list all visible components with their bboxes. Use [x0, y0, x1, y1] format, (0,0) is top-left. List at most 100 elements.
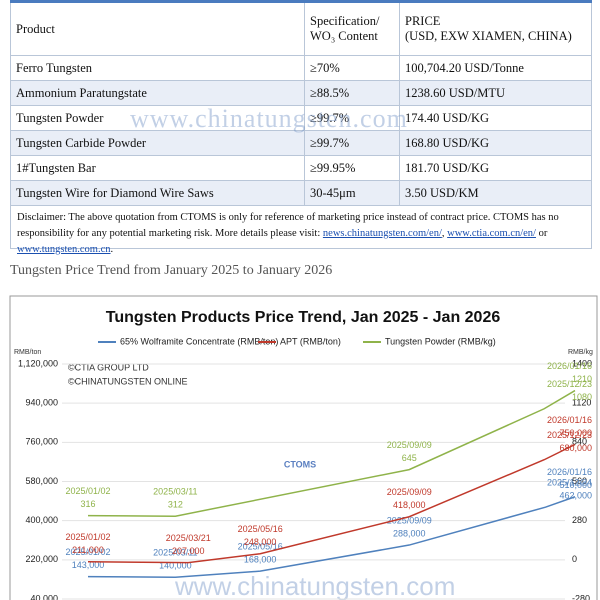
point-value: 143,000	[72, 560, 105, 570]
y-tick-label: 940,000	[25, 398, 58, 408]
point-value: 288,000	[393, 528, 426, 538]
point-value: 510,000	[559, 480, 592, 490]
point-value: 418,000	[393, 500, 426, 510]
disclaimer-text: Disclaimer: The above quotation from CTO…	[17, 212, 559, 239]
header-text: WO₃ Content	[310, 29, 378, 43]
legend-label: Tungsten Powder (RMB/kg)	[385, 336, 496, 346]
point-date: 2025/09/09	[387, 440, 432, 450]
chart-title: Tungsten Products Price Trend, Jan 2025 …	[106, 309, 501, 326]
series-line	[87, 389, 576, 517]
table-row: 1#Tungsten Bar ≥99.95% 181.70 USD/KG	[10, 156, 592, 181]
y-tick-label: 1,120,000	[18, 358, 58, 368]
y-tick-label: 580,000	[25, 476, 58, 486]
separator: or	[538, 228, 548, 239]
point-date: 2025/03/21	[166, 533, 211, 543]
point-value: 645	[402, 453, 417, 463]
table-cell: 168.80 USD/KG	[400, 131, 592, 155]
point-value: 207,000	[172, 546, 205, 556]
table-row: Tungsten Wire for Diamond Wire Saws 30-45…	[10, 181, 592, 206]
table-cell: ≥88.5%	[305, 81, 400, 105]
table-row: Tungsten Carbide Powder ≥99.7% 168.80 USD/…	[10, 131, 592, 156]
point-value: 211,000	[72, 545, 104, 555]
y2-tick-label: 280	[572, 515, 587, 525]
chart: Tungsten Products Price Trend, Jan 2025 …	[9, 295, 598, 600]
price-table: Product Specification/WO₃ Content PRICE(…	[10, 0, 592, 255]
series-line	[87, 443, 576, 564]
point-date: 2025/05/16	[238, 542, 283, 552]
table-cell: Tungsten Carbide Powder	[10, 131, 305, 155]
y2-tick-label: 560	[572, 476, 587, 486]
table-row: Ammonium Paratungstate ≥88.5% 1238.60 USD/…	[10, 81, 592, 106]
table-cell: 30-45μm	[305, 181, 400, 205]
point-date: 2025/01/02	[65, 486, 110, 496]
point-date: 2026/01/16	[547, 467, 592, 477]
header-row: Product Specification/WO₃ Content PRICE(…	[10, 3, 592, 56]
table-cell: 174.40 USD/KG	[400, 106, 592, 130]
table-body: Ferro Tungsten ≥70% 100,704.20 USD/Tonne Am…	[10, 56, 592, 206]
point-value: 168,000	[244, 555, 277, 565]
point-date: 2025/01/02	[65, 547, 110, 557]
point-date: 2025/09/09	[387, 487, 432, 497]
y2-unit: RMB/kg	[568, 349, 593, 356]
point-date: 2025/01/02	[65, 532, 110, 542]
point-value: 312	[168, 500, 183, 510]
table-row: Ferro Tungsten ≥70% 100,704.20 USD/Tonne	[10, 56, 592, 81]
y2-tick-label: 1120	[572, 398, 591, 408]
logo: CTOMS	[284, 459, 316, 469]
y2-tick-label: 840	[572, 437, 587, 447]
legend-label: APT (RMB/ton)	[280, 336, 341, 346]
credit: ©CTIA GROUP LTD	[68, 362, 149, 372]
point-value: 1080	[572, 392, 592, 402]
header-cell: Product	[10, 3, 305, 55]
point-value: 140,000	[159, 561, 192, 571]
header-cell: Specification/WO₃ Content	[305, 3, 400, 55]
y-tick-label: 760,000	[25, 437, 58, 447]
point-date: 2025/03/11	[153, 548, 197, 558]
legend-label: 65% Wolframite Concentrate (RMB/ton)	[120, 336, 278, 346]
point-date: 2025/09/09	[387, 515, 432, 525]
header-text: Product	[16, 21, 55, 36]
table-cell: Ferro Tungsten	[10, 56, 305, 80]
table-cell: 1#Tungsten Bar	[10, 156, 305, 180]
credit: ©CHINATUNGSTEN ONLINE	[68, 376, 187, 386]
point-value: 680,000	[559, 443, 592, 453]
separator: .	[110, 244, 114, 255]
disclaimer: Disclaimer: The above quotation from CTO…	[10, 206, 592, 255]
point-date: 2026/01/16	[547, 415, 592, 425]
point-date: 2025/05/16	[238, 524, 283, 534]
header-text: (USD, EXW XIAMEN, CHINA)	[405, 29, 572, 43]
table-cell: ≥99.7%	[305, 131, 400, 155]
table-cell: 100,704.20 USD/Tonne	[400, 56, 592, 80]
point-value: 248,000	[244, 537, 277, 547]
point-date: 2025/12/23	[547, 430, 592, 440]
y-tick-label: 220,000	[25, 554, 58, 564]
y-tick-label: 40,000	[30, 593, 58, 600]
y-unit: RMB/ton	[14, 349, 41, 356]
table-cell: Ammonium Paratungstate	[10, 81, 305, 105]
watermark: www.chinatungsten.com	[174, 571, 455, 600]
table-cell: ≥99.95%	[305, 156, 400, 180]
point-value: 750,000	[559, 428, 592, 438]
link[interactable]: www.tungsten.com.cn	[17, 244, 111, 255]
table-cell: 3.50 USD/KM	[400, 181, 592, 205]
point-date: 2025/12/23	[547, 379, 592, 389]
point-date: 2025/12/24	[547, 478, 592, 488]
table-cell: ≥70%	[305, 56, 400, 80]
table-row: Tungsten Powder ≥99.7% 174.40 USD/KG	[10, 106, 592, 131]
point-value: 1210	[572, 374, 592, 384]
y2-tick-label: -280	[572, 593, 590, 600]
point-date: 2025/03/11	[153, 487, 197, 497]
chart-frame	[9, 295, 598, 600]
y2-tick-label: 0	[572, 554, 577, 564]
series-line	[87, 496, 576, 578]
header-cell: PRICE (USD, EXW XIAMEN, CHINA)	[400, 3, 592, 55]
separator: ,	[441, 228, 445, 239]
table-cell: Tungsten Wire for Diamond Wire Saws	[10, 181, 305, 205]
table-cell: Tungsten Powder	[10, 106, 305, 130]
link[interactable]: www.ctia.com.cn/en/	[447, 228, 536, 239]
watermark: www.chinatungsten.com	[130, 104, 408, 133]
link[interactable]: news.chinatungsten.com/en/	[322, 228, 442, 239]
point-value: 316	[80, 499, 95, 509]
table-cell: 1238.60 USD/MTU	[400, 81, 592, 105]
table-cell: ≥99.7%	[305, 106, 400, 130]
